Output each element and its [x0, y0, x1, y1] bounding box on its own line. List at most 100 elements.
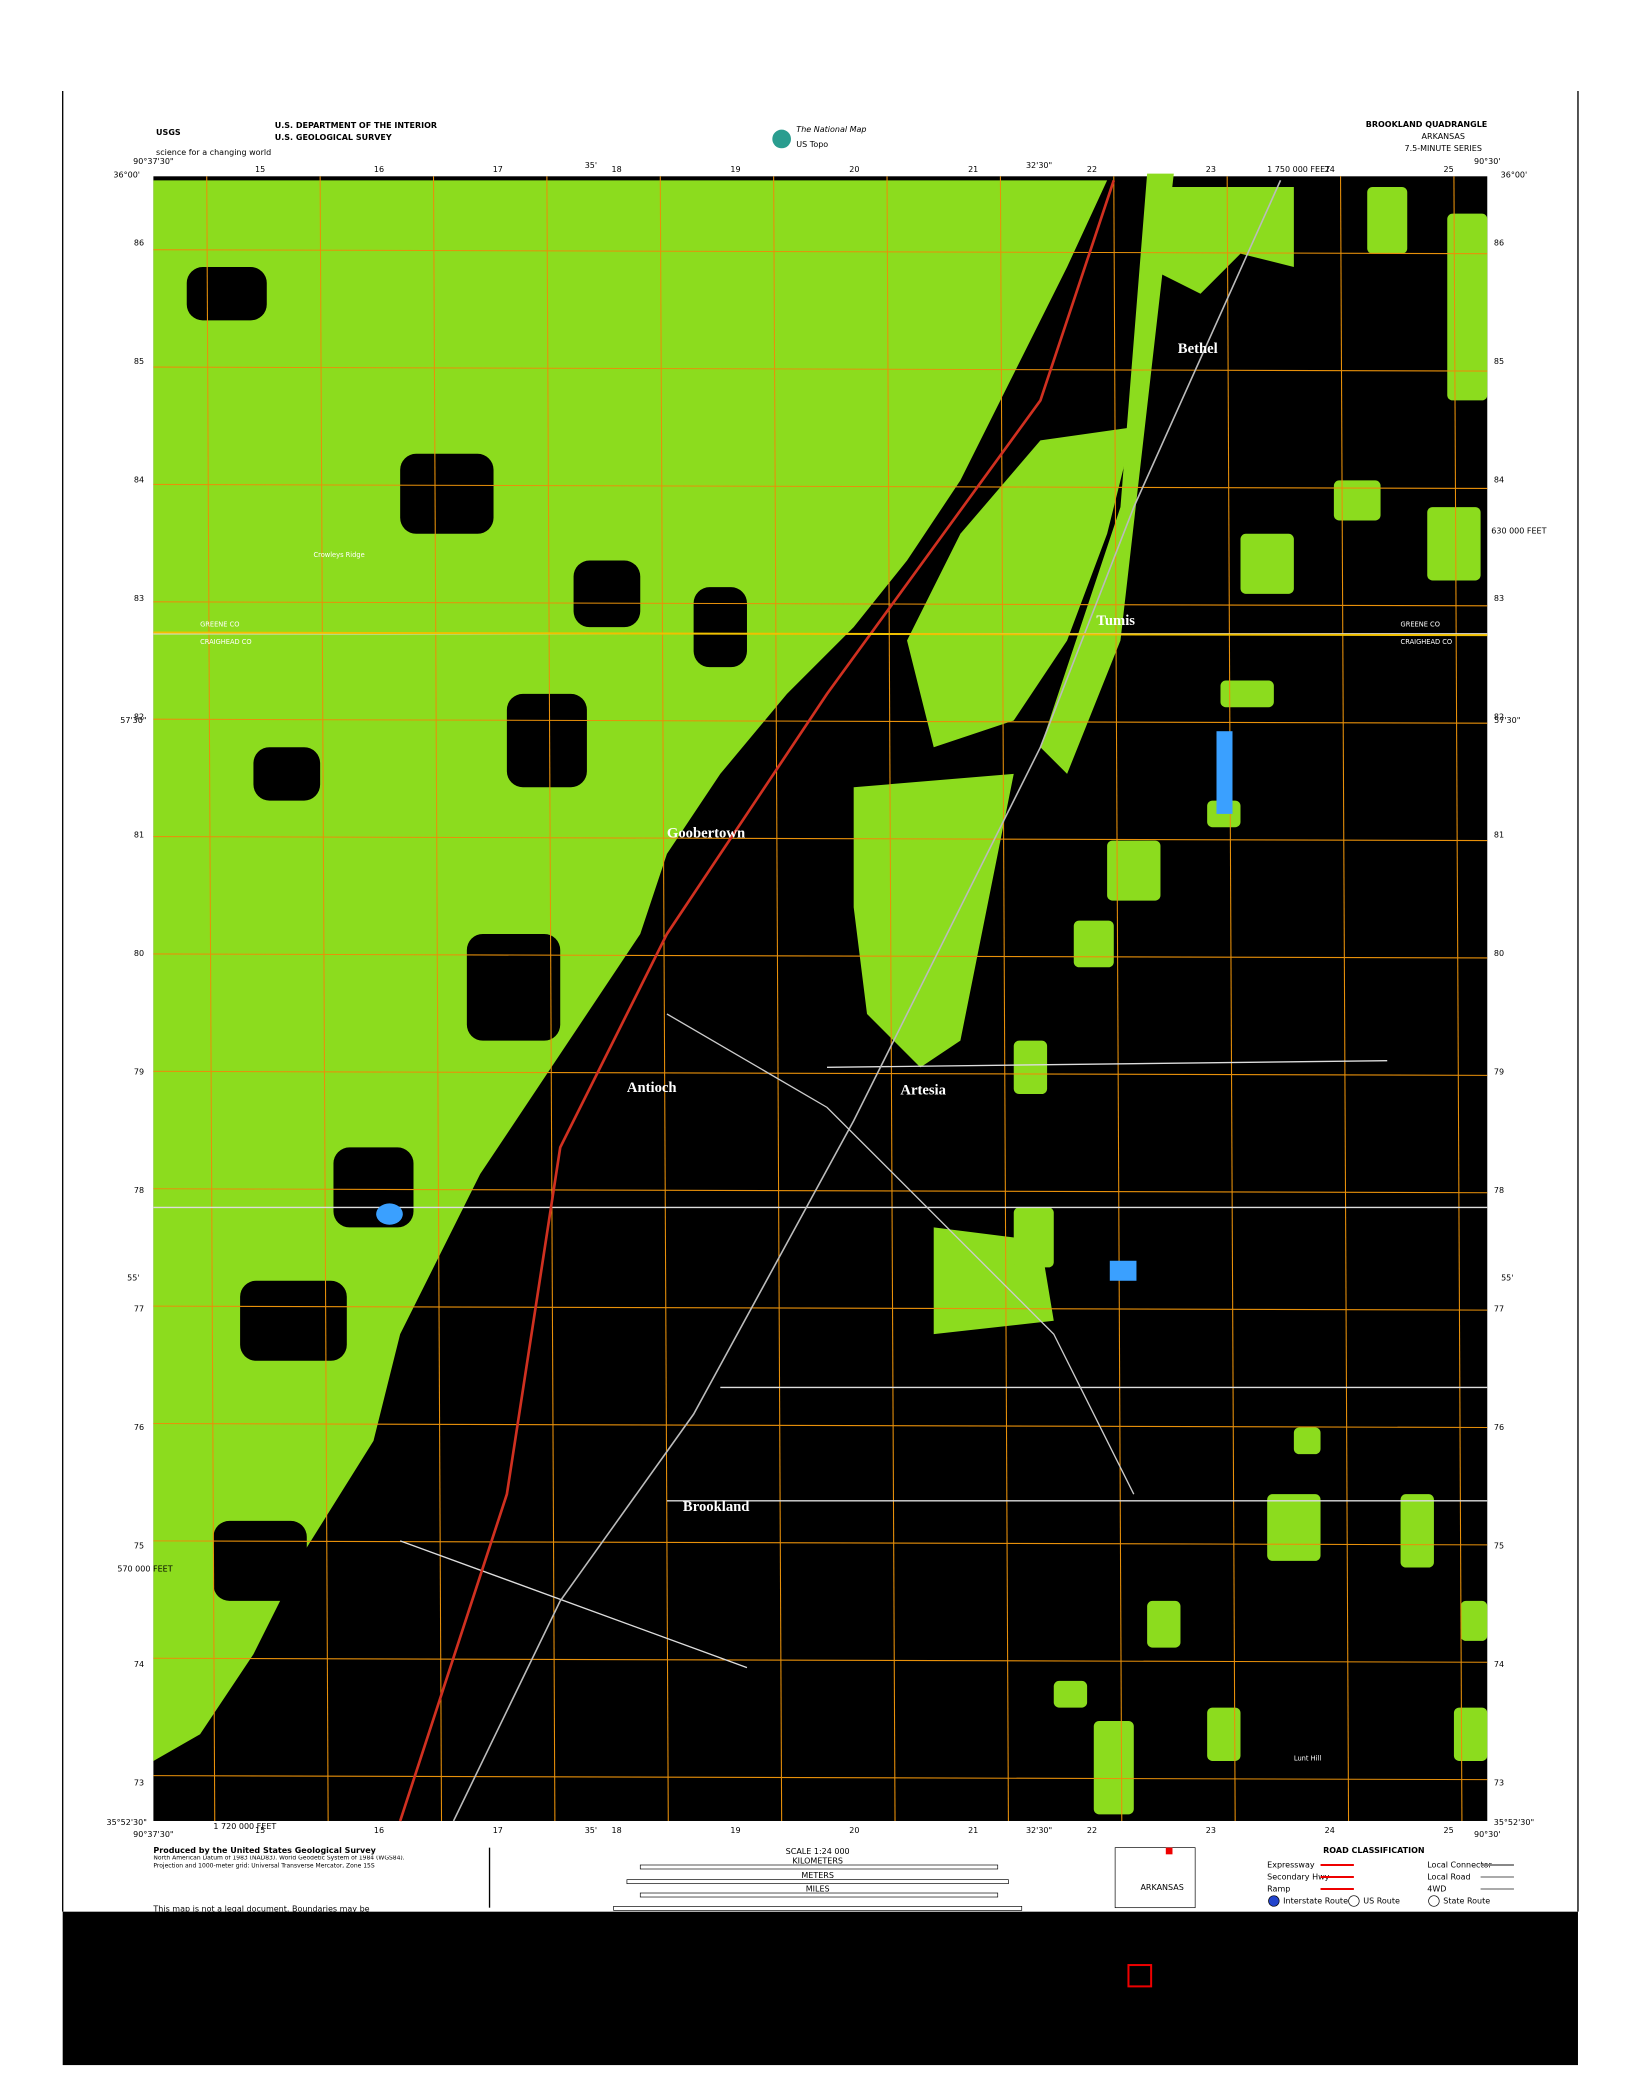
national-map: The National Map — [796, 125, 866, 134]
road-type: Expressway — [1267, 1861, 1315, 1870]
easting-label: 17 — [493, 165, 503, 174]
clearing — [400, 453, 494, 534]
scale-unit: METERS — [801, 1871, 834, 1880]
edge-label: 630 000 FEET — [1491, 527, 1546, 536]
route-type: State Route — [1443, 1897, 1490, 1906]
highway — [452, 179, 1282, 1822]
road — [826, 1060, 1388, 1069]
scale-unit: FEET — [808, 1911, 828, 1920]
edge-label: 35' — [585, 161, 597, 170]
woodland — [1267, 1494, 1321, 1561]
easting-label: 17 — [493, 1826, 503, 1835]
woodland — [1220, 680, 1274, 708]
section-line — [206, 176, 216, 1821]
road-type: 4WD — [1427, 1885, 1446, 1894]
section-line — [432, 176, 443, 1821]
woodland — [1013, 1207, 1054, 1268]
section-line — [153, 1422, 1488, 1429]
northing-label: 74 — [1494, 1660, 1504, 1669]
northing-label: 78 — [1494, 1186, 1504, 1195]
northing-label: 76 — [134, 1423, 144, 1432]
northing-label: 83 — [1494, 594, 1504, 603]
northing-label: 86 — [134, 239, 144, 248]
road-type: Ramp — [1267, 1885, 1290, 1894]
northing-label: 86 — [1494, 239, 1504, 248]
corner-label: 90°37'30" — [133, 1830, 173, 1839]
clearing — [213, 1520, 307, 1601]
section-line — [1113, 176, 1123, 1821]
place-name: Lunt Hill — [1294, 1754, 1321, 1762]
us-topo: US Topo — [796, 140, 828, 149]
corner-label: 35°52'30" — [107, 1818, 147, 1827]
series: 7.5-MINUTE SERIES — [1405, 144, 1482, 153]
route-shield — [1268, 1895, 1280, 1907]
pond — [1109, 1260, 1137, 1281]
northing-label: 77 — [134, 1305, 144, 1314]
department: U.S. DEPARTMENT OF THE INTERIOR — [275, 121, 437, 130]
quad-name: BROOKLAND QUADRANGLE — [1366, 120, 1488, 129]
pond — [376, 1203, 403, 1225]
northing-label: 73 — [1494, 1778, 1504, 1787]
easting-label: 25 — [1443, 1826, 1453, 1835]
northing-label: 79 — [134, 1068, 144, 1077]
section-line — [153, 1070, 1488, 1076]
clearing — [186, 267, 267, 321]
woodland — [1460, 1600, 1488, 1641]
edge-label: 57'30" — [120, 716, 146, 725]
woodland — [1367, 186, 1408, 254]
woodland — [1073, 920, 1114, 968]
northing-label: 78 — [134, 1186, 144, 1195]
edge-label: 32'30" — [1026, 1826, 1052, 1835]
place-name: Crowleys Ridge — [313, 551, 364, 559]
section-line — [1226, 176, 1236, 1821]
northing-label: 81 — [1494, 831, 1504, 840]
datum-note-box: North American Datum of 1983 (NAD83). Wo… — [153, 1856, 404, 1870]
northing-label: 73 — [134, 1778, 144, 1787]
easting-label: 21 — [968, 1826, 978, 1835]
woodland — [1333, 480, 1381, 521]
easting-label: 20 — [849, 1826, 859, 1835]
woodland — [1207, 1707, 1241, 1761]
place-name: Antioch — [627, 1080, 677, 1096]
route-type: US Route — [1363, 1897, 1400, 1906]
road-type: Local Road — [1427, 1873, 1470, 1882]
section-line — [153, 836, 1488, 842]
easting-label: 19 — [730, 165, 740, 174]
place-name: GREENE CO — [1401, 620, 1440, 628]
scale-bar — [626, 1879, 1009, 1885]
scale-bar — [613, 1906, 1023, 1911]
pond — [1216, 731, 1233, 814]
corner-label: 35°52'30" — [1494, 1818, 1534, 1827]
section-line — [1453, 176, 1463, 1821]
clearing — [693, 587, 747, 668]
northing-label: 83 — [134, 594, 144, 603]
road — [666, 1013, 1135, 1495]
section-line — [153, 1657, 1488, 1663]
place-name: Tumis — [1096, 613, 1135, 629]
edge-label: 57'30" — [1494, 716, 1520, 725]
scale-unit: KILOMETERS — [792, 1856, 843, 1865]
corner-label: 36°00' — [113, 170, 140, 179]
section-line — [319, 176, 329, 1821]
route-shield — [1428, 1895, 1440, 1907]
black-band — [62, 1911, 1578, 2066]
section-line — [153, 483, 1488, 489]
edge-label: 35' — [585, 1826, 597, 1835]
road-title: ROAD CLASSIFICATION — [1323, 1846, 1424, 1855]
road — [399, 1540, 748, 1669]
scale-bar — [639, 1892, 999, 1898]
woodland — [1293, 1427, 1321, 1455]
northing-label: 79 — [1494, 1068, 1504, 1077]
edge-label: 1 750 000 FEET — [1267, 165, 1330, 174]
map-body: Bethel Tumis Goobertown Antioch Artesia Brook… — [153, 173, 1488, 1822]
woodland — [1240, 533, 1294, 594]
section-line — [153, 1775, 1488, 1781]
place-name: Goobertown — [667, 825, 745, 841]
easting-label: 23 — [1206, 1826, 1216, 1835]
section-line — [153, 366, 1488, 372]
corner-label: 90°30' — [1474, 1830, 1501, 1839]
woodland — [1447, 213, 1488, 401]
survey: U.S. GEOLOGICAL SURVEY — [275, 133, 392, 142]
section-line — [153, 601, 1488, 607]
